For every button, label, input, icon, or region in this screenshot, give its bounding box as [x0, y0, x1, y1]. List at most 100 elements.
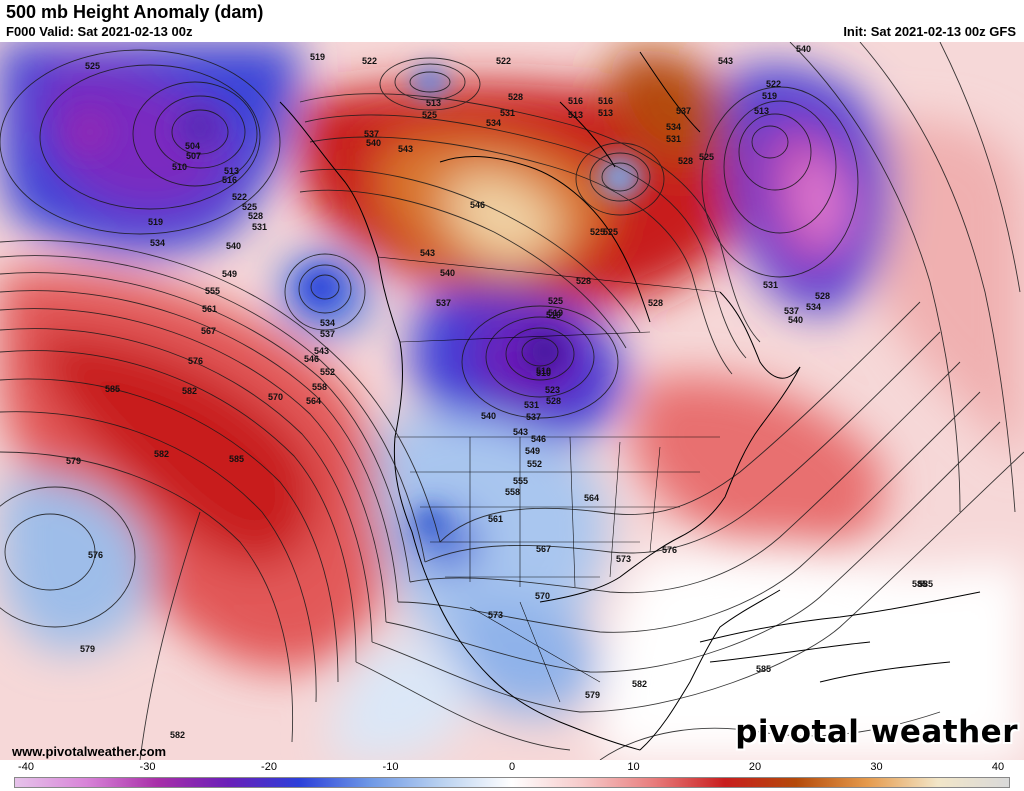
contour-label: 534 [666, 122, 681, 132]
contour-label: 558 [505, 487, 520, 497]
contour-label: 540 [796, 44, 811, 54]
contour-label: 510 [172, 162, 187, 172]
brand-logo: pivotal weather [735, 714, 1018, 750]
height-anomaly-map[interactable]: 525 519 522 513 525 504 507 510 513 516 … [0, 42, 1024, 760]
contour-label: 564 [584, 493, 599, 503]
contour-label: 558 [312, 382, 327, 392]
contour-label: 513 [426, 98, 441, 108]
contour-label: 528 [815, 291, 830, 301]
contour-label: 531 [666, 134, 681, 144]
map-canvas: 525 519 522 513 525 504 507 510 513 516 … [0, 42, 1024, 760]
anomaly-shading [0, 42, 1024, 760]
contour-label: 528 [648, 298, 663, 308]
contour-label: 582 [170, 730, 185, 740]
contour-label: 519 [762, 91, 777, 101]
colorbar-tick: 40 [991, 761, 1005, 773]
contour-label: 552 [527, 459, 542, 469]
contour-label: 519 [310, 52, 325, 62]
contour-label: 579 [80, 644, 95, 654]
valid-time: F000 Valid: Sat 2021-02-13 00z [6, 24, 193, 39]
contour-label: 519 [546, 310, 561, 320]
contour-label: 534 [320, 318, 335, 328]
contour-label: 534 [486, 118, 501, 128]
contour-label: 537 [526, 412, 541, 422]
colorbar-tick: 30 [870, 761, 883, 773]
contour-label: 528 [678, 156, 693, 166]
contour-label: 537 [320, 329, 335, 339]
contour-label: 552 [320, 367, 335, 377]
contour-label: 507 [186, 151, 201, 161]
contour-label: 585 [105, 384, 120, 394]
contour-label: 531 [500, 108, 515, 118]
contour-label: 531 [524, 400, 539, 410]
contour-label: 549 [222, 269, 237, 279]
contour-label: 540 [440, 268, 455, 278]
init-time: Init: Sat 2021-02-13 00z GFS [843, 24, 1016, 39]
contour-label: 579 [66, 456, 81, 466]
contour-label-layer: 525 519 522 513 525 504 507 510 513 516 … [66, 44, 933, 740]
contour-label: 525 [699, 152, 714, 162]
contour-label: 576 [188, 356, 203, 366]
contour-label: 519 [548, 308, 563, 318]
contour-label: 549 [525, 446, 540, 456]
contour-label: 546 [470, 200, 485, 210]
contour-label: 510 [536, 368, 551, 378]
colorbar-tick: -30 [139, 761, 156, 773]
contour-label: 540 [226, 241, 241, 251]
map-header: 500 mb Height Anomaly (dam) F000 Valid: … [0, 0, 1024, 42]
colorbar-tick: -20 [261, 761, 277, 773]
colorbar-tick: 20 [748, 761, 762, 773]
contour-label: 567 [201, 326, 216, 336]
contour-label: 546 [531, 434, 546, 444]
contour-label: 555 [205, 286, 220, 296]
contour-label: 582 [154, 449, 169, 459]
contour-label: 534 [806, 302, 821, 312]
contour-label: 570 [535, 591, 550, 601]
contour-label: 513 [754, 106, 769, 116]
contour-label: 582 [632, 679, 647, 689]
contour-label: 525 [422, 110, 437, 120]
contour-label: 525 [548, 296, 563, 306]
contour-label: 519 [148, 217, 163, 227]
colorbar-strip [14, 777, 1010, 788]
contour-label: 531 [763, 280, 778, 290]
map-title: 500 mb Height Anomaly (dam) [6, 2, 264, 22]
height-contours [0, 42, 1024, 760]
contour-label: 573 [488, 610, 503, 620]
contour-label: 546 [304, 354, 319, 364]
contour-label: 585 [229, 454, 244, 464]
contour-label: 510 [536, 366, 551, 376]
contour-label: 561 [488, 514, 503, 524]
contour-label: 525 [603, 227, 618, 237]
contour-label: 525 [242, 202, 257, 212]
contour-label: 525 [85, 61, 100, 71]
coastlines [279, 51, 981, 751]
contour-label: 570 [268, 392, 283, 402]
contour-label: 522 [362, 56, 377, 66]
contour-label: 543 [420, 248, 435, 258]
contour-label: 543 [314, 346, 329, 356]
contour-label: 585 [912, 579, 927, 589]
contour-label: 585 [918, 579, 933, 589]
contour-label: 525 [590, 227, 605, 237]
contour-label: 537 [784, 306, 799, 316]
contour-label: 531 [252, 222, 267, 232]
contour-label: 537 [436, 298, 451, 308]
contour-label: 516 [568, 96, 583, 106]
contour-label: 540 [788, 315, 803, 325]
contour-label: 582 [182, 386, 197, 396]
contour-label: 537 [676, 106, 691, 116]
colorbar: -40 -30 -20 -10 0 10 20 30 40 [10, 760, 1014, 791]
website-label[interactable]: www.pivotalweather.com [12, 744, 167, 759]
contour-label: 522 [766, 79, 781, 89]
contour-label: 528 [576, 276, 591, 286]
contour-label: 537 [364, 129, 379, 139]
contour-label: 576 [662, 545, 677, 555]
contour-label: 573 [616, 554, 631, 564]
contour-label: 528 [248, 211, 263, 221]
colorbar-tick: 10 [627, 761, 640, 773]
contour-label: 561 [202, 304, 217, 314]
contour-label: 516 [598, 96, 613, 106]
contour-label: 522 [496, 56, 511, 66]
contour-label: 516 [222, 175, 237, 185]
